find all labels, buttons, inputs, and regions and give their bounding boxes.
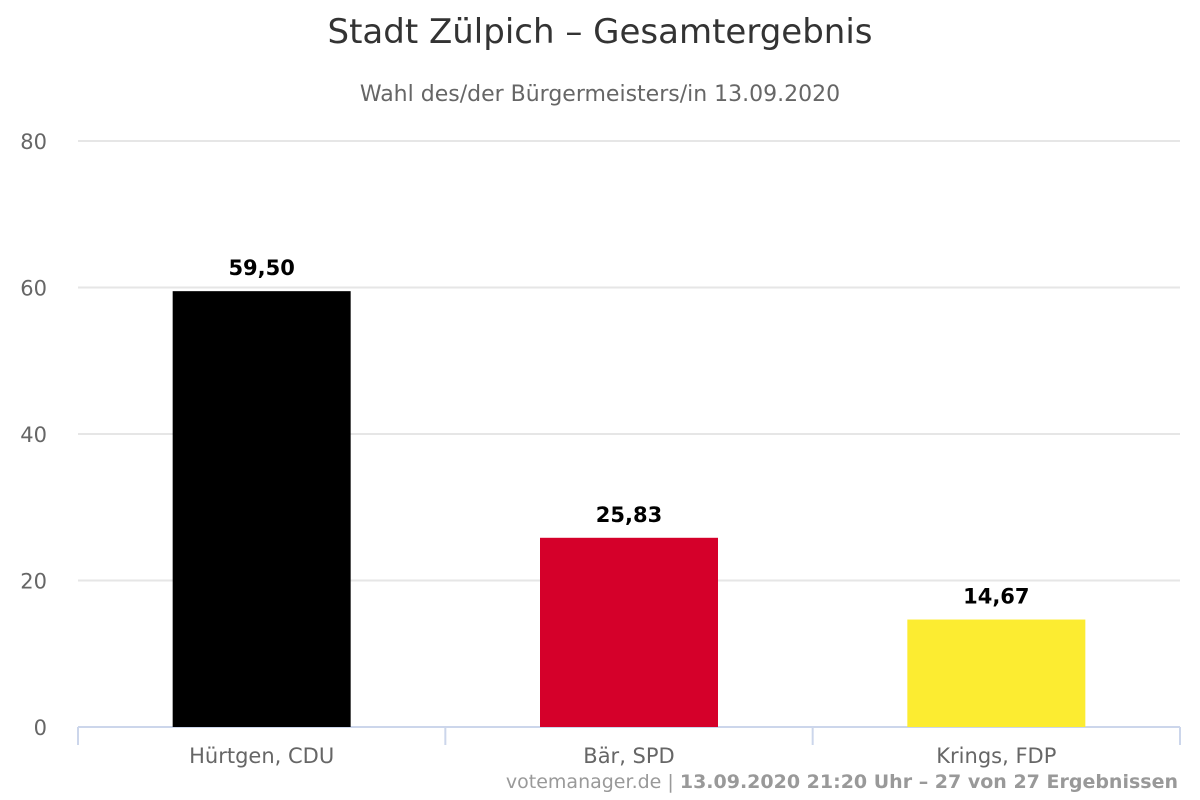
- bar: [540, 537, 718, 727]
- y-tick-label: 40: [20, 423, 47, 447]
- y-tick-label: 80: [20, 130, 47, 154]
- chart-subtitle: Wahl des/der Bürgermeisters/in 13.09.202…: [359, 82, 841, 107]
- y-tick-label: 0: [34, 716, 47, 740]
- data-label: 25,83: [596, 503, 662, 527]
- credits-source[interactable]: votemanager.de: [505, 771, 662, 793]
- credits-status: 13.09.2020 21:20 Uhr – 27 von 27 Ergebni…: [679, 771, 1178, 793]
- y-tick-label: 60: [20, 277, 47, 301]
- bar: [907, 619, 1086, 727]
- x-tick-label: Bär, SPD: [583, 744, 674, 768]
- y-tick-label: 20: [20, 570, 47, 594]
- data-label: 14,67: [963, 585, 1029, 609]
- credits[interactable]: votemanager.de | 13.09.2020 21:20 Uhr – …: [506, 771, 1178, 793]
- x-tick-label: Hürtgen, CDU: [189, 744, 334, 768]
- x-tick-label: Krings, FDP: [936, 744, 1056, 768]
- bar: [172, 291, 351, 727]
- chart-title: Stadt Zülpich – Gesamtergebnis: [327, 12, 873, 52]
- data-label: 59,50: [228, 256, 294, 280]
- credits-separator: |: [661, 771, 680, 793]
